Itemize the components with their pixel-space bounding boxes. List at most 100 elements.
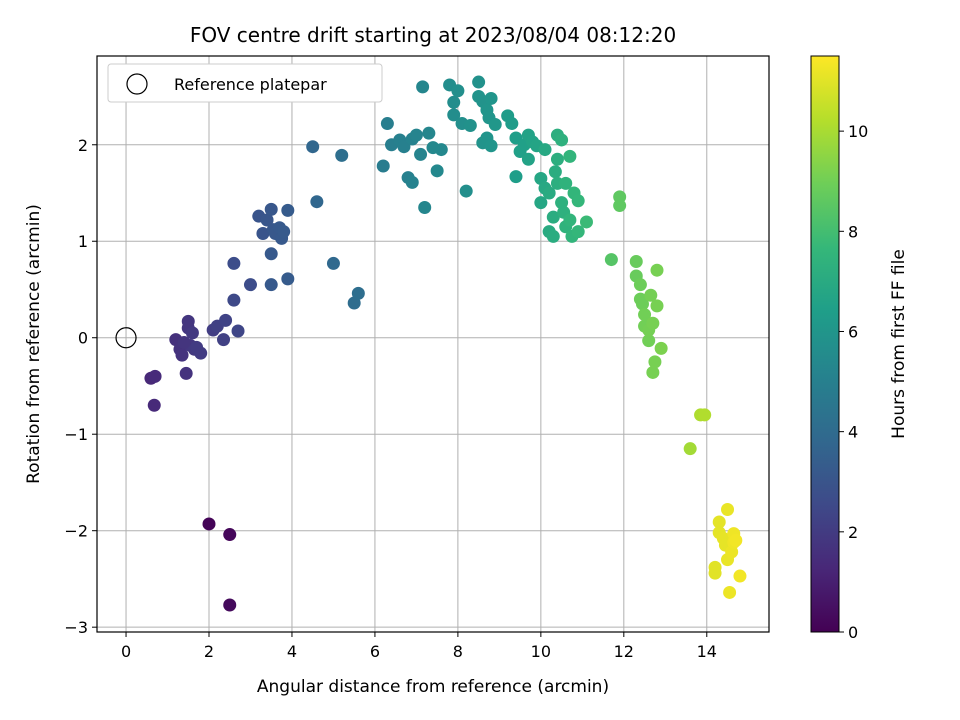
data-point bbox=[447, 95, 461, 109]
data-point bbox=[712, 515, 726, 529]
data-point bbox=[310, 195, 324, 209]
data-point bbox=[548, 165, 562, 179]
reference-point-marker bbox=[115, 327, 137, 349]
y-tick-label: 1 bbox=[78, 232, 88, 251]
data-point bbox=[185, 326, 199, 340]
legend-marker-open-circle bbox=[126, 73, 148, 95]
data-point bbox=[418, 200, 432, 214]
data-point bbox=[227, 256, 241, 270]
data-point bbox=[281, 272, 295, 286]
data-point bbox=[638, 308, 652, 322]
data-point bbox=[646, 365, 660, 379]
x-axis-ticks: 0 2 4 6 8 10 12 14 bbox=[121, 632, 717, 661]
data-point bbox=[604, 253, 618, 267]
data-point bbox=[459, 184, 473, 198]
data-point bbox=[571, 225, 585, 239]
data-point bbox=[380, 117, 394, 131]
legend-label: Reference platepar bbox=[174, 75, 327, 94]
data-point bbox=[546, 229, 560, 243]
y-tick-label: −3 bbox=[64, 618, 88, 637]
data-point bbox=[509, 170, 523, 184]
data-point bbox=[414, 147, 428, 161]
data-point bbox=[488, 118, 502, 132]
data-point bbox=[708, 566, 722, 580]
data-point bbox=[555, 196, 569, 210]
data-point bbox=[654, 341, 668, 355]
colorbar-tick-label: 2 bbox=[848, 523, 858, 542]
data-point bbox=[447, 108, 461, 122]
data-point bbox=[538, 143, 552, 157]
data-point bbox=[256, 227, 270, 241]
data-point bbox=[147, 398, 161, 412]
data-point bbox=[202, 517, 216, 531]
data-point bbox=[563, 213, 577, 227]
data-point bbox=[264, 247, 278, 261]
chart-title: FOV centre drift starting at 2023/08/04 … bbox=[190, 23, 676, 47]
data-point bbox=[243, 278, 257, 292]
data-point bbox=[683, 442, 697, 456]
y-tick-label: 0 bbox=[78, 329, 88, 348]
x-tick-label: 6 bbox=[370, 642, 380, 661]
x-tick-label: 12 bbox=[614, 642, 634, 661]
colorbar: 0 2 4 6 8 10 Hours from first FF file bbox=[810, 55, 909, 642]
data-point bbox=[376, 159, 390, 173]
data-point bbox=[633, 278, 647, 292]
data-point bbox=[546, 210, 560, 224]
data-point bbox=[698, 408, 712, 422]
legend-box bbox=[107, 63, 383, 103]
colorbar-ticks: 0 2 4 6 8 10 bbox=[839, 122, 868, 642]
data-point bbox=[405, 175, 419, 189]
data-point bbox=[451, 84, 465, 98]
data-point bbox=[534, 196, 548, 210]
data-point bbox=[555, 133, 569, 147]
data-point bbox=[264, 278, 278, 292]
x-axis-label: Angular distance from reference (arcmin) bbox=[257, 677, 609, 697]
data-point bbox=[613, 199, 627, 213]
y-tick-label: −1 bbox=[64, 425, 88, 444]
data-point bbox=[629, 255, 643, 269]
data-point bbox=[177, 336, 191, 350]
x-tick-label: 4 bbox=[287, 642, 297, 661]
data-point bbox=[148, 369, 162, 383]
data-point bbox=[563, 149, 577, 163]
data-point bbox=[642, 334, 656, 348]
data-point bbox=[326, 256, 340, 270]
data-point bbox=[579, 215, 593, 229]
colorbar-tick-label: 8 bbox=[848, 222, 858, 241]
data-point bbox=[422, 126, 436, 140]
data-point bbox=[571, 194, 585, 208]
y-axis-ticks: −3 −2 −1 0 1 2 bbox=[64, 136, 97, 637]
data-point bbox=[463, 118, 477, 132]
data-point bbox=[733, 569, 747, 583]
data-point bbox=[231, 324, 245, 338]
data-point bbox=[175, 348, 189, 362]
data-point bbox=[725, 545, 739, 559]
colorbar-tick-label: 4 bbox=[848, 423, 858, 442]
data-point bbox=[335, 148, 349, 162]
data-point bbox=[227, 293, 241, 307]
data-point bbox=[434, 143, 448, 157]
data-point bbox=[217, 333, 231, 347]
data-point bbox=[648, 355, 662, 369]
data-point bbox=[650, 299, 664, 313]
data-point bbox=[723, 585, 737, 599]
data-point bbox=[644, 288, 658, 302]
data-point bbox=[416, 80, 430, 94]
x-tick-label: 14 bbox=[697, 642, 717, 661]
data-point bbox=[351, 286, 365, 300]
y-tick-label: 2 bbox=[78, 136, 88, 155]
data-point bbox=[277, 225, 291, 239]
data-point bbox=[635, 297, 649, 311]
data-point bbox=[179, 366, 193, 380]
data-point bbox=[521, 152, 535, 166]
colorbar-tick-label: 10 bbox=[848, 122, 868, 141]
plot-frame bbox=[96, 55, 770, 633]
data-point bbox=[409, 128, 423, 142]
data-point bbox=[194, 346, 208, 360]
data-point bbox=[646, 316, 660, 330]
colorbar-gradient bbox=[810, 55, 840, 633]
data-point bbox=[306, 140, 320, 154]
data-point bbox=[721, 502, 735, 516]
data-point bbox=[181, 314, 195, 328]
